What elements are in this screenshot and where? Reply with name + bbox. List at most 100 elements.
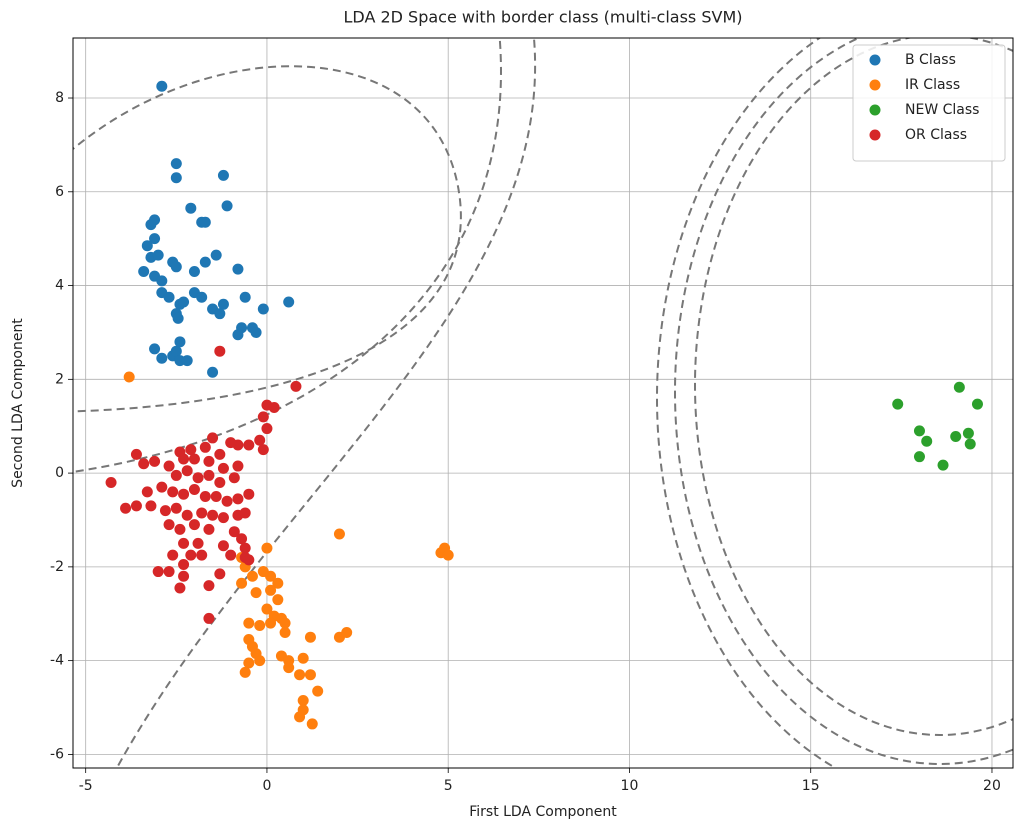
point — [283, 296, 295, 308]
point — [170, 345, 182, 357]
boundary-curve — [73, 38, 502, 473]
y-tick-label: -4 — [50, 653, 64, 669]
point — [312, 685, 324, 697]
x-tick-label: 0 — [262, 778, 271, 794]
point — [217, 298, 229, 310]
legend-marker — [869, 129, 881, 141]
point — [225, 437, 237, 449]
point — [149, 214, 161, 226]
point — [156, 481, 168, 493]
point — [341, 627, 353, 639]
point — [188, 453, 200, 465]
point — [156, 352, 168, 364]
point — [214, 345, 226, 357]
point — [306, 718, 318, 730]
point — [207, 432, 219, 444]
point — [290, 380, 302, 392]
point — [228, 472, 240, 484]
point — [199, 256, 211, 268]
legend-label: IR Class — [905, 77, 960, 93]
point — [163, 460, 175, 472]
point — [442, 549, 454, 561]
point — [217, 512, 229, 524]
legend-label: OR Class — [905, 127, 967, 143]
point — [170, 172, 182, 184]
point — [152, 566, 164, 578]
point — [913, 425, 925, 437]
point — [170, 261, 182, 273]
point — [203, 580, 215, 592]
y-tick-label: 6 — [55, 184, 64, 200]
point — [971, 398, 983, 410]
point — [221, 200, 233, 212]
point — [163, 519, 175, 531]
point — [120, 502, 132, 514]
point — [163, 566, 175, 578]
point — [178, 488, 190, 500]
point — [178, 537, 190, 549]
point — [261, 423, 273, 435]
point — [172, 312, 184, 324]
point — [953, 381, 965, 393]
point — [250, 587, 262, 599]
point — [962, 427, 974, 439]
x-tick-label: 5 — [444, 778, 453, 794]
y-tick-label: -2 — [50, 559, 64, 575]
point — [156, 275, 168, 287]
point — [123, 371, 135, 383]
point — [199, 216, 211, 228]
point — [149, 455, 161, 467]
point — [181, 355, 193, 367]
point — [203, 455, 215, 467]
point — [250, 326, 262, 338]
point — [167, 486, 179, 498]
point — [185, 444, 197, 456]
point — [239, 291, 251, 303]
point — [268, 401, 280, 413]
point — [257, 303, 269, 315]
point — [243, 617, 255, 629]
y-tick-label: -6 — [50, 746, 64, 762]
point — [239, 542, 251, 554]
point — [239, 666, 251, 678]
point — [257, 444, 269, 456]
point — [196, 549, 208, 561]
point — [232, 263, 244, 275]
point — [265, 584, 277, 596]
legend-marker — [869, 104, 881, 116]
point — [192, 472, 204, 484]
legend-marker — [869, 79, 881, 91]
point — [214, 476, 226, 488]
points — [105, 80, 983, 730]
point — [181, 509, 193, 521]
point — [254, 655, 266, 667]
point — [279, 627, 291, 639]
grid — [73, 38, 1013, 768]
point — [913, 451, 925, 463]
legend-marker — [869, 54, 881, 66]
point — [203, 523, 215, 535]
point — [921, 435, 933, 447]
point — [159, 505, 171, 517]
y-tick-label: 4 — [55, 278, 64, 294]
point — [149, 233, 161, 245]
point — [199, 491, 211, 503]
point — [243, 657, 255, 669]
point — [207, 366, 219, 378]
point — [214, 308, 226, 320]
point — [265, 570, 277, 582]
point — [232, 329, 244, 341]
point — [185, 202, 197, 214]
point — [178, 296, 190, 308]
point — [261, 603, 273, 615]
point — [892, 398, 904, 410]
point — [294, 669, 306, 681]
point — [174, 523, 186, 535]
point — [167, 549, 179, 561]
point — [333, 528, 345, 540]
point — [279, 617, 291, 629]
y-tick-label: 2 — [55, 371, 64, 387]
point — [185, 549, 197, 561]
point — [246, 570, 258, 582]
point — [217, 462, 229, 474]
